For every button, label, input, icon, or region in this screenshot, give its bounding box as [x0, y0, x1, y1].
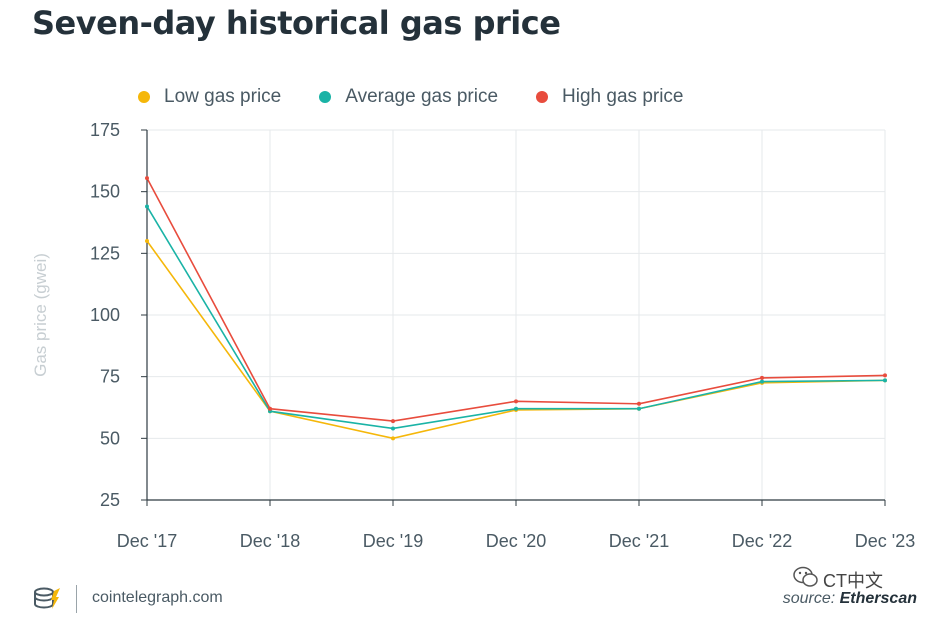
y-tick-label: 50 — [100, 428, 120, 448]
watermark: CT中文 — [793, 566, 883, 593]
source-name: Etherscan — [839, 590, 917, 607]
y-tick-label: 25 — [100, 490, 120, 510]
legend-label-low: Low gas price — [164, 86, 282, 107]
wechat-icon — [793, 566, 819, 593]
watermark-text: CT中文 — [823, 570, 883, 591]
y-tick-label: 175 — [90, 120, 120, 140]
data-point-low-gas-price — [145, 239, 149, 243]
legend-dot-average — [319, 91, 332, 103]
x-tick-label: Dec '18 — [240, 531, 300, 551]
data-point-average-gas-price — [514, 406, 518, 411]
data-point-average-gas-price — [145, 204, 149, 209]
data-point-high-gas-price — [514, 399, 518, 404]
data-point-high-gas-price — [760, 375, 764, 380]
source-credit: source: Etherscan — [783, 590, 917, 608]
data-point-high-gas-price — [391, 419, 395, 424]
legend-dot-high — [536, 91, 549, 103]
source-prefix: source: — [782, 590, 836, 607]
legend: Low gas price Average gas price High gas… — [138, 86, 684, 108]
y-tick-label: 150 — [90, 182, 120, 202]
legend-item-high: High gas price — [536, 86, 684, 108]
x-tick-label: Dec '21 — [609, 531, 669, 551]
y-tick-label: 100 — [90, 305, 120, 325]
data-point-average-gas-price — [760, 379, 764, 384]
footer-divider — [76, 585, 77, 613]
y-tick-label: 125 — [90, 243, 120, 263]
x-tick-label: Dec '20 — [486, 531, 546, 551]
data-point-average-gas-price — [637, 406, 641, 411]
cointelegraph-logo-icon — [32, 585, 62, 618]
data-point-high-gas-price — [268, 406, 272, 411]
data-point-average-gas-price — [391, 426, 395, 431]
legend-item-low: Low gas price — [138, 86, 281, 108]
x-tick-label: Dec '19 — [363, 531, 423, 551]
data-point-low-gas-price — [391, 436, 395, 441]
x-tick-label: Dec '17 — [117, 531, 177, 551]
legend-dot-low — [138, 91, 150, 103]
chart-title: Seven-day historical gas price — [32, 4, 561, 42]
legend-label-high: High gas price — [562, 86, 684, 107]
x-tick-label: Dec '22 — [732, 531, 792, 551]
data-point-high-gas-price — [637, 401, 641, 406]
legend-item-average: Average gas price — [319, 86, 498, 108]
y-axis-label: Gas price (gwei) — [31, 253, 50, 377]
y-tick-label: 75 — [100, 367, 120, 387]
footer-site: cointelegraph.com — [92, 589, 223, 606]
x-tick-label: Dec '23 — [855, 531, 915, 551]
data-point-high-gas-price — [883, 373, 887, 378]
legend-label-average: Average gas price — [345, 86, 499, 107]
data-point-average-gas-price — [883, 378, 887, 383]
data-point-high-gas-price — [145, 176, 149, 181]
